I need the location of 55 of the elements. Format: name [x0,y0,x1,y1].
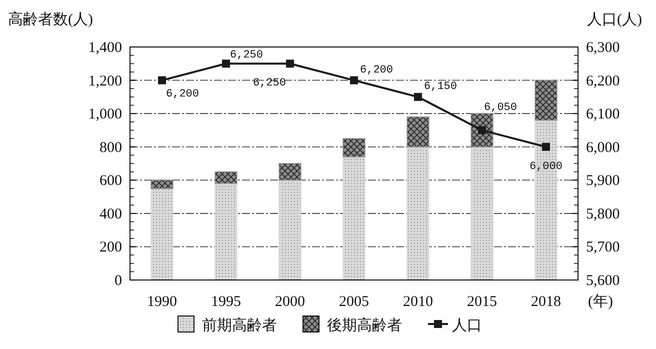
x-tick-label: 2000 [275,294,305,310]
legend-label: 前期高齢者 [202,317,277,334]
y2-tick-label: 6,100 [586,106,620,123]
y-tick-label: 200 [100,240,122,256]
y2-tick-label: 6,000 [586,140,620,156]
x-tick-label: 2015 [467,294,497,310]
y-tick-label: 1,200 [88,73,122,90]
point [222,60,230,68]
y-tick-label: 1,000 [88,106,122,123]
bar [342,138,366,158]
legend-label: 人口 [452,318,482,334]
data-label: 6,200 [360,64,394,76]
bar [214,183,238,280]
point [414,92,422,101]
data-label: 6,000 [529,160,563,173]
legend-label: 後期高齢者 [327,317,402,334]
y2-tick-label: 5,700 [586,240,620,256]
y-tick-label: 600 [100,173,122,190]
point [542,142,550,151]
bar [470,146,494,280]
x-tick-label: 2018 [531,294,561,310]
data-label: 6,150 [424,80,458,93]
x-tick-label: 1990 [147,294,177,310]
x-tick-label: 1995 [211,294,241,310]
bar [406,116,430,148]
x-axis-title: (年) [588,293,613,310]
y2-tick-label: 6,300 [586,40,620,56]
y-axis-title: 高齢者数(人) [8,11,93,28]
data-label: 6,200 [166,88,200,100]
bar [406,146,430,280]
y-tick-label: 1,400 [88,40,122,56]
bar [534,80,558,121]
data-label: 6,250 [230,50,264,62]
y2-tick-label: 5,800 [586,206,620,222]
bar [214,171,238,184]
y-tick-label: 800 [100,140,122,156]
point [350,76,358,84]
bar [278,180,302,280]
point [478,126,486,134]
y2-axis-title: 人口(人) [587,12,642,28]
bar [278,163,302,181]
bar [342,156,366,280]
bar [150,188,174,280]
x-tick-label: 2005 [339,294,369,310]
y2-tick-label: 6,200 [586,73,620,90]
y2-tick-label: 5,600 [586,273,620,289]
y2-tick-label: 5,900 [586,173,620,190]
point [286,60,294,68]
x-tick-label: 2010 [403,294,433,310]
y-tick-label: 400 [100,206,122,222]
data-label: 6,250 [252,78,286,90]
point [158,76,166,84]
bar [150,180,174,189]
data-label: 6,050 [484,102,518,114]
y-tick-label: 0 [114,273,122,289]
